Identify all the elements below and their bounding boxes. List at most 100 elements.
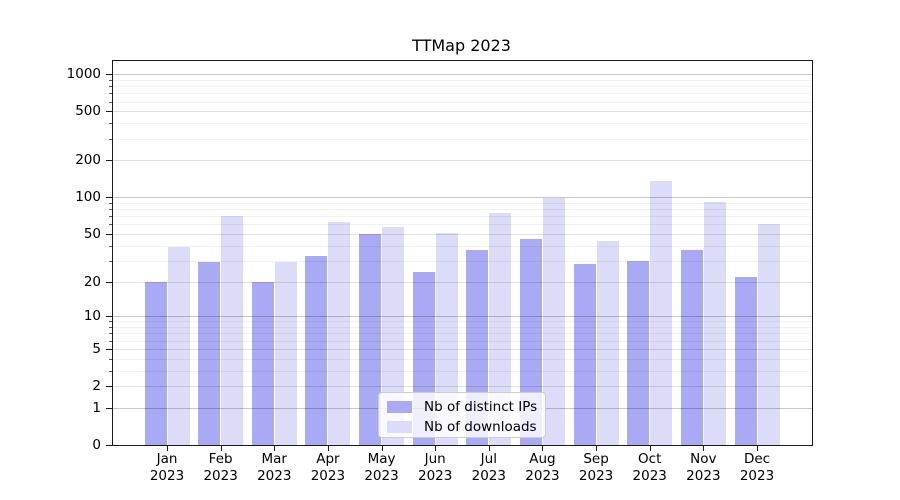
- x-tick: [274, 446, 276, 451]
- y-minor-tick: [109, 340, 112, 342]
- y-minor-tick: [109, 245, 112, 247]
- y-tick-label: 5: [92, 340, 101, 357]
- bar-distinct-ips: [734, 276, 757, 445]
- bar-distinct-ips: [359, 233, 382, 445]
- x-tick: [327, 446, 329, 451]
- y-minor-tick: [109, 321, 112, 323]
- legend-label-downloads: Nb of downloads: [424, 419, 537, 435]
- x-tick: [167, 446, 168, 451]
- y-tick-label: 0: [92, 437, 101, 453]
- y-tick-label: 100: [75, 189, 101, 206]
- y-minor-tick: [109, 93, 112, 95]
- y-tick: [106, 111, 112, 113]
- x-tick: [649, 446, 651, 451]
- gridline: [113, 386, 812, 388]
- bar-downloads: [221, 216, 244, 445]
- y-tick: [106, 160, 112, 162]
- gridline: [113, 160, 812, 162]
- y-tick-label: 50: [83, 225, 101, 242]
- y-minor-tick: [109, 138, 112, 140]
- minor-gridline: [113, 202, 812, 204]
- x-tick-label: Feb 2023: [203, 451, 238, 484]
- minor-gridline: [113, 340, 812, 342]
- bar-distinct-ips: [144, 281, 167, 445]
- y-minor-tick: [109, 224, 112, 226]
- x-tick: [757, 446, 758, 451]
- x-tick: [220, 446, 222, 451]
- y-tick: [106, 348, 112, 350]
- minor-gridline: [113, 138, 812, 140]
- x-tick-label: Nov 2023: [686, 451, 721, 484]
- minor-gridline: [113, 123, 812, 125]
- x-tick-label: Mar 2023: [257, 451, 292, 484]
- bar-distinct-ips: [198, 262, 221, 445]
- y-minor-tick: [109, 86, 112, 88]
- y-tick: [106, 386, 112, 388]
- legend: Nb of distinct IPs Nb of downloads: [378, 392, 546, 438]
- bar-downloads: [489, 212, 512, 445]
- x-tick-label: May 2023: [364, 451, 399, 484]
- y-minor-tick: [109, 370, 112, 372]
- y-minor-tick: [109, 260, 112, 262]
- y-tick: [106, 316, 112, 318]
- bar-downloads: [382, 227, 405, 445]
- x-tick-label: Aug 2023: [525, 451, 560, 484]
- x-tick-label: Jan 2023: [149, 451, 185, 484]
- y-tick-label: 200: [75, 152, 101, 169]
- legend-swatch-downloads: [387, 421, 412, 433]
- minor-gridline: [113, 358, 812, 360]
- x-tick-label: Dec 2023: [739, 451, 775, 484]
- x-tick: [488, 446, 490, 451]
- y-tick-label: 500: [75, 103, 101, 120]
- y-tick-label: 1000: [66, 66, 101, 83]
- x-tick: [435, 446, 437, 451]
- y-tick-label: 2: [92, 378, 101, 395]
- x-tick-label: Apr 2023: [310, 451, 346, 484]
- minor-gridline: [113, 321, 812, 323]
- plot-area: 0 1 2 5 10 20 50 100 200 500 1000 Jan 2023 Feb 2023 Mar…: [67, 60, 813, 484]
- bar-distinct-ips: [680, 249, 703, 445]
- bar-distinct-ips: [573, 264, 596, 445]
- legend-label-distinct-ips: Nb of distinct IPs: [424, 399, 538, 415]
- y-minor-tick: [109, 327, 112, 329]
- x-tick-label: Oct 2023: [632, 451, 667, 484]
- x-tick: [542, 446, 544, 451]
- y-minor-tick: [109, 101, 112, 103]
- y-tick-label: 10: [83, 308, 101, 325]
- gridline: [113, 74, 812, 76]
- x-tick: [703, 446, 705, 451]
- minor-gridline: [113, 245, 812, 247]
- y-tick: [106, 197, 112, 199]
- y-tick-label: 20: [83, 273, 101, 290]
- gridline: [113, 111, 812, 113]
- y-minor-tick: [109, 216, 112, 218]
- bar-downloads: [757, 224, 780, 445]
- gridline: [113, 316, 812, 318]
- bar-distinct-ips: [251, 281, 274, 445]
- y-minor-tick: [109, 202, 112, 204]
- y-minor-tick: [109, 358, 112, 360]
- gridline: [113, 281, 812, 283]
- minor-gridline: [113, 260, 812, 262]
- y-tick: [106, 281, 112, 283]
- bar-downloads: [542, 198, 565, 445]
- minor-gridline: [113, 79, 812, 81]
- y-tick: [106, 74, 112, 76]
- gridline: [113, 348, 812, 350]
- bar-downloads: [435, 232, 458, 445]
- gridline: [113, 197, 812, 199]
- x-tick: [381, 446, 383, 451]
- x-tick: [596, 446, 598, 451]
- y-minor-tick: [109, 209, 112, 211]
- minor-gridline: [113, 370, 812, 372]
- y-minor-tick: [109, 79, 112, 81]
- x-tick-label: Sep 2023: [578, 451, 614, 484]
- bar-distinct-ips: [627, 260, 650, 445]
- bar-downloads: [596, 240, 619, 445]
- minor-gridline: [113, 93, 812, 95]
- minor-gridline: [113, 327, 812, 329]
- x-tick-label: Jul 2023: [471, 451, 506, 484]
- legend-item-distinct-ips: Nb of distinct IPs: [387, 398, 537, 416]
- y-tick: [106, 407, 112, 409]
